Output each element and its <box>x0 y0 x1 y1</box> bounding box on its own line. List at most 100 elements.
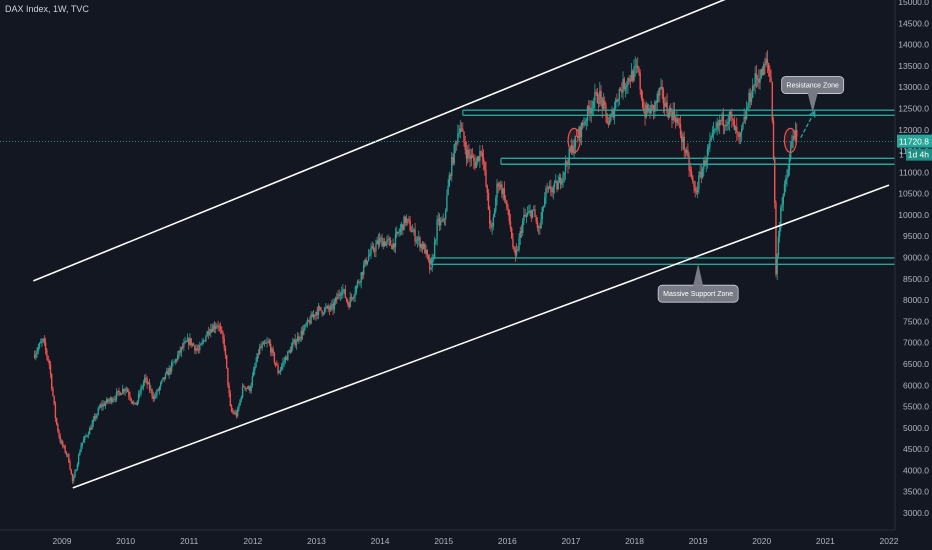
candle <box>74 469 76 478</box>
candle <box>486 184 488 201</box>
candle-body <box>480 151 482 153</box>
candle-body <box>214 327 217 329</box>
candle <box>393 243 395 253</box>
candle-body <box>130 398 132 402</box>
candle <box>580 121 583 146</box>
candle <box>135 402 137 405</box>
candle <box>525 212 528 224</box>
candle-body <box>444 211 447 220</box>
candle-body <box>411 231 414 233</box>
candle-body <box>101 404 103 407</box>
candle <box>309 316 311 326</box>
candle-body <box>139 393 141 395</box>
candle <box>233 409 235 415</box>
candle <box>251 372 254 388</box>
candle-body <box>164 373 167 379</box>
candle <box>437 212 440 226</box>
candle <box>108 397 110 404</box>
candle <box>85 433 87 438</box>
candle <box>661 79 663 100</box>
candle <box>90 424 92 431</box>
candle-body <box>627 78 629 86</box>
candle <box>246 386 249 390</box>
candle <box>49 361 52 379</box>
candle <box>725 119 727 131</box>
highlight-ellipse[interactable] <box>783 127 797 153</box>
candle <box>514 246 517 262</box>
candle-body <box>750 97 753 102</box>
candle-body <box>513 247 515 251</box>
massive-support-zone-callout[interactable]: Massive Support Zone <box>657 263 739 303</box>
candle <box>752 78 754 99</box>
candle <box>557 175 559 190</box>
current-price-badge[interactable]: 11720.8 <box>897 134 932 148</box>
upper-channel-line[interactable] <box>33 0 760 282</box>
candle <box>767 62 770 77</box>
price-axis[interactable]: 15000.014500.014000.013500.013000.012500… <box>894 0 932 550</box>
candle <box>317 302 320 320</box>
candle <box>164 372 167 380</box>
candle-body <box>594 92 596 101</box>
candle-body <box>93 416 96 420</box>
candle-body <box>475 161 477 168</box>
candle-body <box>426 249 428 256</box>
candle <box>468 143 470 162</box>
massive-support-zone[interactable] <box>430 257 895 266</box>
candle-body <box>597 103 600 104</box>
candle-body <box>537 226 540 228</box>
candle <box>492 213 495 231</box>
resistance-zone[interactable] <box>462 109 895 116</box>
candle <box>682 132 684 150</box>
candle <box>322 312 325 316</box>
candle <box>600 85 602 106</box>
candle-body <box>98 407 101 409</box>
projection-arrow[interactable] <box>800 110 816 138</box>
candle <box>261 340 263 351</box>
candle <box>180 346 183 358</box>
price-tick-label: 13000.0 <box>898 82 929 92</box>
candle-body <box>689 169 692 172</box>
candle <box>544 191 546 208</box>
candle <box>458 124 460 138</box>
candle <box>687 143 689 158</box>
candle-body <box>424 243 426 254</box>
mid-support-zone[interactable] <box>500 157 895 165</box>
candle-body <box>646 104 649 112</box>
candle <box>386 235 388 248</box>
candle <box>191 342 194 347</box>
candle-body <box>97 408 99 415</box>
candle-body <box>383 241 386 246</box>
candle <box>471 147 474 159</box>
candle-body <box>663 103 666 107</box>
candle <box>267 338 269 344</box>
candle <box>404 216 406 227</box>
price-tick-label: 4500.0 <box>903 444 929 454</box>
candle-body <box>596 92 599 104</box>
candle <box>689 162 692 177</box>
lower-channel-line[interactable] <box>72 184 890 489</box>
candle-body <box>84 436 86 440</box>
candle <box>732 118 734 127</box>
candle <box>126 387 129 393</box>
candle <box>353 294 355 303</box>
candle <box>528 204 530 214</box>
candle-body <box>267 341 269 343</box>
resistance-zone-callout[interactable]: Resistance Zone <box>781 76 845 113</box>
time-axis[interactable]: 2009 2010 2011 2012 2013 2014 2015 2016 2017 2018… <box>0 529 932 550</box>
candle <box>446 189 448 212</box>
candle-body <box>359 282 361 283</box>
candle <box>696 181 699 199</box>
candle <box>508 209 510 225</box>
candle-body <box>396 231 398 235</box>
candle <box>377 233 380 250</box>
candle <box>213 321 216 333</box>
candle-body <box>552 187 555 193</box>
candle-body <box>588 106 590 110</box>
drawings-layer[interactable]: Resistance Zone Massive Support Zone <box>0 0 895 489</box>
candle-body <box>91 423 93 430</box>
candle <box>156 388 158 399</box>
highlight-ellipse[interactable] <box>567 127 581 153</box>
candle <box>641 90 644 109</box>
candle <box>630 63 633 82</box>
